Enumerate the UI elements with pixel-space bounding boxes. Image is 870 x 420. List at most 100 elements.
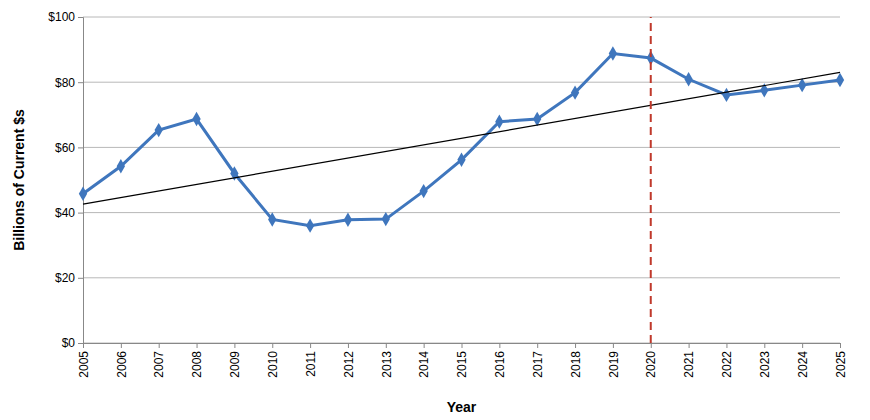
series-line <box>83 54 840 226</box>
tick: 2022 <box>720 343 734 378</box>
grid-line <box>83 82 840 83</box>
tick-mark <box>78 82 83 83</box>
tick: 2007 <box>152 343 166 378</box>
tick: 2011 <box>304 343 318 377</box>
marker <box>192 112 200 126</box>
tick-label: 2017 <box>531 351 545 378</box>
tick-label: 2005 <box>77 351 91 378</box>
tick: $60 <box>55 141 83 155</box>
tick-mark <box>121 343 122 348</box>
tick-mark <box>310 343 311 348</box>
tick-label: 2007 <box>152 351 166 378</box>
marker <box>79 186 87 200</box>
tick: $100 <box>48 10 83 24</box>
tick-mark <box>197 343 198 348</box>
tick: 2012 <box>342 343 356 378</box>
tick-label: $0 <box>62 336 76 350</box>
grid <box>83 17 840 343</box>
tick-label: $60 <box>55 141 75 155</box>
tick-mark <box>424 343 425 348</box>
tick-mark <box>840 343 841 348</box>
marker <box>155 123 163 137</box>
tick-mark <box>537 343 538 348</box>
marker <box>495 114 503 128</box>
tick-label: 2016 <box>493 351 507 378</box>
tick-mark <box>83 343 84 348</box>
marker <box>306 218 314 232</box>
marker <box>571 85 579 99</box>
tick-mark <box>78 147 83 148</box>
tick-label: 2012 <box>342 351 356 378</box>
tick: 2009 <box>228 343 242 378</box>
tick-mark <box>272 343 273 348</box>
tick: 2018 <box>569 343 583 378</box>
tick: 2020 <box>644 343 658 378</box>
tick-label: 2015 <box>455 351 469 378</box>
tick-mark <box>386 343 387 348</box>
tick-mark <box>159 343 160 348</box>
tick-mark <box>234 343 235 348</box>
tick: 2010 <box>266 343 280 378</box>
x-axis: 2005 2006 2007 2008 2009 2010 2011 2012 2013 2014… <box>77 343 848 378</box>
grid-line <box>83 277 840 278</box>
marker <box>344 213 352 227</box>
marker <box>609 46 617 60</box>
tick-label: 2013 <box>380 351 394 378</box>
axis-line <box>84 344 841 349</box>
marker <box>836 73 844 87</box>
grid-line <box>83 147 840 148</box>
tick-mark <box>575 343 576 348</box>
tick-label: $40 <box>55 206 75 220</box>
tick: $20 <box>55 271 83 285</box>
tick-label: 2009 <box>228 351 242 378</box>
marker <box>457 153 465 167</box>
tick-label: 2022 <box>720 351 734 378</box>
tick: 2015 <box>455 343 469 378</box>
chart: $0$20$40$60$80$1002005200620072008200920… <box>0 0 870 420</box>
tick-label: 2008 <box>190 351 204 378</box>
tick-label: 2011 <box>304 351 318 377</box>
tick: 2021 <box>682 343 696 378</box>
tick-label: 2025 <box>834 351 848 378</box>
tick-mark <box>651 343 652 348</box>
tick-mark <box>78 17 83 18</box>
tick: 2005 <box>77 343 91 378</box>
tick-label: 2014 <box>417 351 431 378</box>
tick-label: $20 <box>55 271 75 285</box>
tick-mark <box>764 343 765 348</box>
marker <box>382 212 390 226</box>
tick: 2016 <box>493 343 507 378</box>
marks <box>79 17 844 343</box>
tick-label: 2010 <box>266 351 280 378</box>
tick-mark <box>78 278 83 279</box>
tick: $0 <box>62 336 83 350</box>
tick: 2019 <box>607 343 621 378</box>
axis-line <box>78 18 84 344</box>
tick: 2023 <box>758 343 772 378</box>
tick: 2008 <box>190 343 204 378</box>
tick-mark <box>499 343 500 348</box>
tick: 2017 <box>531 343 545 378</box>
tick-label: 2018 <box>569 351 583 378</box>
tick-label: 2024 <box>796 351 810 378</box>
tick-mark <box>78 213 83 214</box>
tick: 2024 <box>796 343 810 378</box>
tick: $40 <box>55 206 83 220</box>
marker <box>722 88 730 102</box>
tick-label: 2006 <box>115 351 129 378</box>
tick-mark <box>462 343 463 348</box>
tick-mark <box>689 343 690 348</box>
tick: 2013 <box>380 343 394 378</box>
marker <box>419 184 427 198</box>
tick-mark <box>348 343 349 348</box>
reference-line <box>650 17 652 343</box>
grid-line <box>83 17 840 18</box>
y-axis-title: Billions of Current $s <box>11 109 27 251</box>
tick-label: 2020 <box>644 351 658 378</box>
tick-mark <box>613 343 614 348</box>
tick: 2014 <box>417 343 431 378</box>
tick-label: 2023 <box>758 351 772 378</box>
plot: $0$20$40$60$80$1002005200620072008200920… <box>48 10 847 377</box>
tick-label: 2021 <box>682 351 696 378</box>
tick: 2025 <box>834 343 848 378</box>
